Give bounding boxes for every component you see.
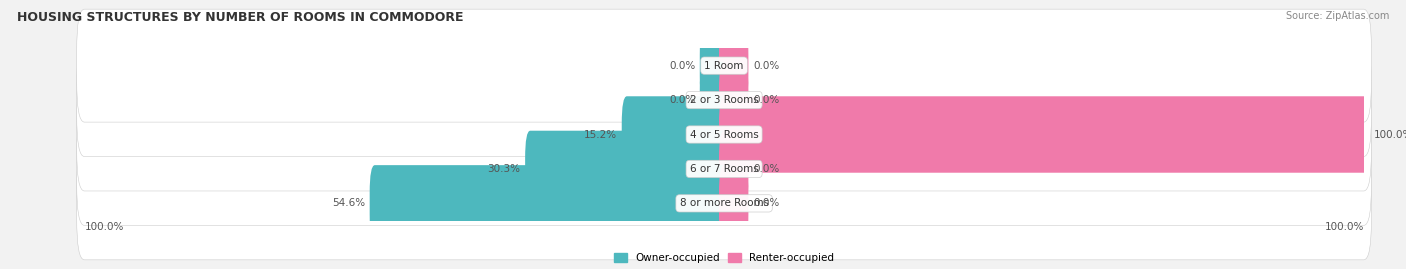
Text: 100.0%: 100.0%: [84, 222, 124, 232]
FancyBboxPatch shape: [370, 165, 730, 242]
Text: 8 or more Rooms: 8 or more Rooms: [679, 198, 769, 208]
FancyBboxPatch shape: [718, 96, 1369, 173]
Text: 1 Room: 1 Room: [704, 61, 744, 71]
Text: 100.0%: 100.0%: [1374, 129, 1406, 140]
Text: 4 or 5 Rooms: 4 or 5 Rooms: [690, 129, 758, 140]
FancyBboxPatch shape: [77, 112, 1371, 225]
FancyBboxPatch shape: [77, 44, 1371, 157]
Text: Source: ZipAtlas.com: Source: ZipAtlas.com: [1285, 11, 1389, 21]
Text: 0.0%: 0.0%: [669, 95, 696, 105]
Text: 0.0%: 0.0%: [669, 61, 696, 71]
FancyBboxPatch shape: [718, 131, 748, 207]
Text: 6 or 7 Rooms: 6 or 7 Rooms: [690, 164, 758, 174]
Text: 0.0%: 0.0%: [752, 61, 779, 71]
FancyBboxPatch shape: [718, 62, 748, 138]
FancyBboxPatch shape: [77, 9, 1371, 122]
FancyBboxPatch shape: [700, 27, 730, 104]
FancyBboxPatch shape: [718, 165, 748, 242]
Text: 2 or 3 Rooms: 2 or 3 Rooms: [690, 95, 758, 105]
FancyBboxPatch shape: [718, 27, 748, 104]
Text: 100.0%: 100.0%: [1324, 222, 1364, 232]
Text: 0.0%: 0.0%: [752, 164, 779, 174]
FancyBboxPatch shape: [700, 62, 730, 138]
FancyBboxPatch shape: [524, 131, 730, 207]
Text: 0.0%: 0.0%: [752, 95, 779, 105]
Text: 15.2%: 15.2%: [583, 129, 617, 140]
Text: 0.0%: 0.0%: [752, 198, 779, 208]
Text: HOUSING STRUCTURES BY NUMBER OF ROOMS IN COMMODORE: HOUSING STRUCTURES BY NUMBER OF ROOMS IN…: [17, 11, 464, 24]
Text: 54.6%: 54.6%: [332, 198, 366, 208]
Text: 30.3%: 30.3%: [488, 164, 520, 174]
Legend: Owner-occupied, Renter-occupied: Owner-occupied, Renter-occupied: [610, 249, 838, 267]
FancyBboxPatch shape: [77, 147, 1371, 260]
FancyBboxPatch shape: [77, 78, 1371, 191]
FancyBboxPatch shape: [621, 96, 730, 173]
